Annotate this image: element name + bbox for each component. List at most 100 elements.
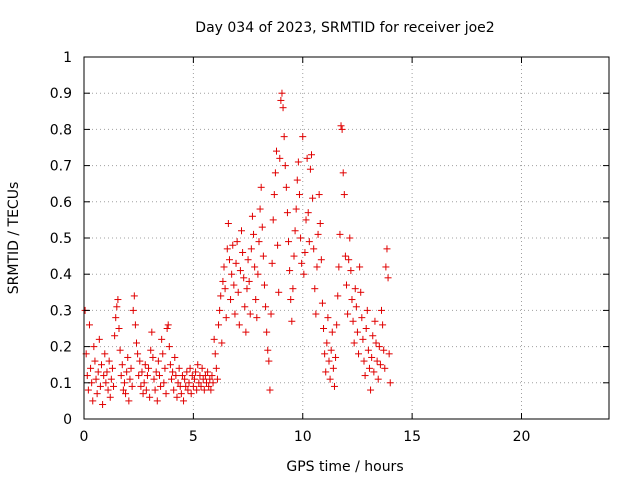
data-point (288, 317, 296, 325)
data-point (309, 194, 317, 202)
data-point (238, 227, 245, 235)
data-point (235, 321, 243, 329)
data-point (114, 296, 122, 304)
data-point (241, 303, 249, 311)
data-point (215, 321, 223, 329)
y-tick-label: 0.1 (50, 376, 72, 392)
data-point (89, 397, 97, 405)
data-point (102, 379, 110, 387)
data-point (200, 386, 208, 394)
data-point (164, 321, 172, 329)
data-point (158, 335, 166, 343)
data-point (157, 382, 165, 390)
data-point (273, 147, 280, 155)
data-point (344, 310, 352, 318)
data-point (318, 299, 326, 307)
data-point (279, 104, 287, 112)
chart-title: Day 034 of 2023, SRMTID for receiver joe… (195, 20, 494, 36)
data-point (108, 364, 116, 372)
data-point (220, 263, 228, 271)
data-point (306, 165, 314, 173)
data-point (145, 364, 153, 372)
data-point (373, 357, 381, 365)
data-point (131, 321, 139, 329)
data-point (216, 306, 224, 314)
data-point (285, 238, 293, 246)
data-point (305, 238, 313, 246)
data-point (268, 259, 276, 267)
data-point (256, 205, 264, 213)
data-point (92, 375, 100, 383)
data-point (300, 270, 308, 278)
y-tick-label: 0.5 (50, 231, 72, 247)
data-point (352, 303, 360, 311)
data-point (175, 364, 183, 372)
data-point (149, 353, 157, 361)
data-point (94, 368, 102, 376)
data-point (221, 285, 229, 293)
data-point (162, 390, 170, 398)
data-point (334, 292, 342, 300)
data-point (335, 263, 343, 271)
data-point (206, 375, 214, 383)
data-point (186, 364, 194, 372)
data-point (106, 393, 114, 401)
data-point (147, 346, 155, 354)
data-point (232, 259, 240, 267)
data-point (228, 270, 236, 278)
data-point (313, 263, 321, 271)
data-point (154, 357, 162, 365)
data-point (85, 321, 93, 329)
y-tick-label: 0.4 (50, 267, 72, 283)
data-point (184, 386, 192, 394)
data-point (310, 245, 318, 253)
data-point (356, 263, 364, 271)
data-point (280, 133, 288, 141)
data-point (245, 277, 253, 285)
y-tick-label: 0.7 (50, 159, 72, 175)
data-point (212, 364, 220, 372)
data-point (230, 281, 238, 289)
data-point (290, 252, 298, 260)
data-point (159, 350, 167, 358)
data-point (322, 368, 330, 376)
data-point (178, 372, 186, 380)
data-point (185, 379, 193, 387)
data-point (364, 346, 372, 354)
data-point (103, 368, 111, 376)
data-point (225, 256, 233, 264)
data-point (217, 292, 225, 300)
data-point (194, 361, 202, 369)
data-point (269, 216, 277, 224)
data-point (286, 267, 294, 275)
data-point (250, 230, 258, 238)
data-point (362, 325, 370, 332)
data-point (332, 353, 340, 361)
data-point (372, 339, 380, 347)
data-point (93, 390, 101, 398)
data-point (348, 296, 356, 304)
data-point (242, 328, 250, 336)
data-point (203, 379, 210, 387)
data-point (233, 238, 241, 246)
data-point (263, 328, 271, 336)
data-point (379, 321, 387, 329)
data-point (275, 288, 283, 296)
data-point (218, 339, 226, 347)
data-point (107, 375, 115, 383)
data-point (357, 288, 365, 296)
data-point (266, 386, 274, 394)
data-point (295, 191, 303, 199)
data-point (195, 379, 203, 387)
data-point (211, 350, 219, 358)
data-point (252, 296, 260, 304)
data-point (385, 350, 393, 358)
data-point (146, 393, 154, 401)
data-point (236, 267, 244, 275)
data-point (384, 274, 392, 282)
data-point (124, 353, 132, 361)
data-point (343, 281, 350, 289)
x-axis-ticks: 0 5 10 15 20 (80, 57, 530, 445)
data-point (201, 372, 209, 380)
